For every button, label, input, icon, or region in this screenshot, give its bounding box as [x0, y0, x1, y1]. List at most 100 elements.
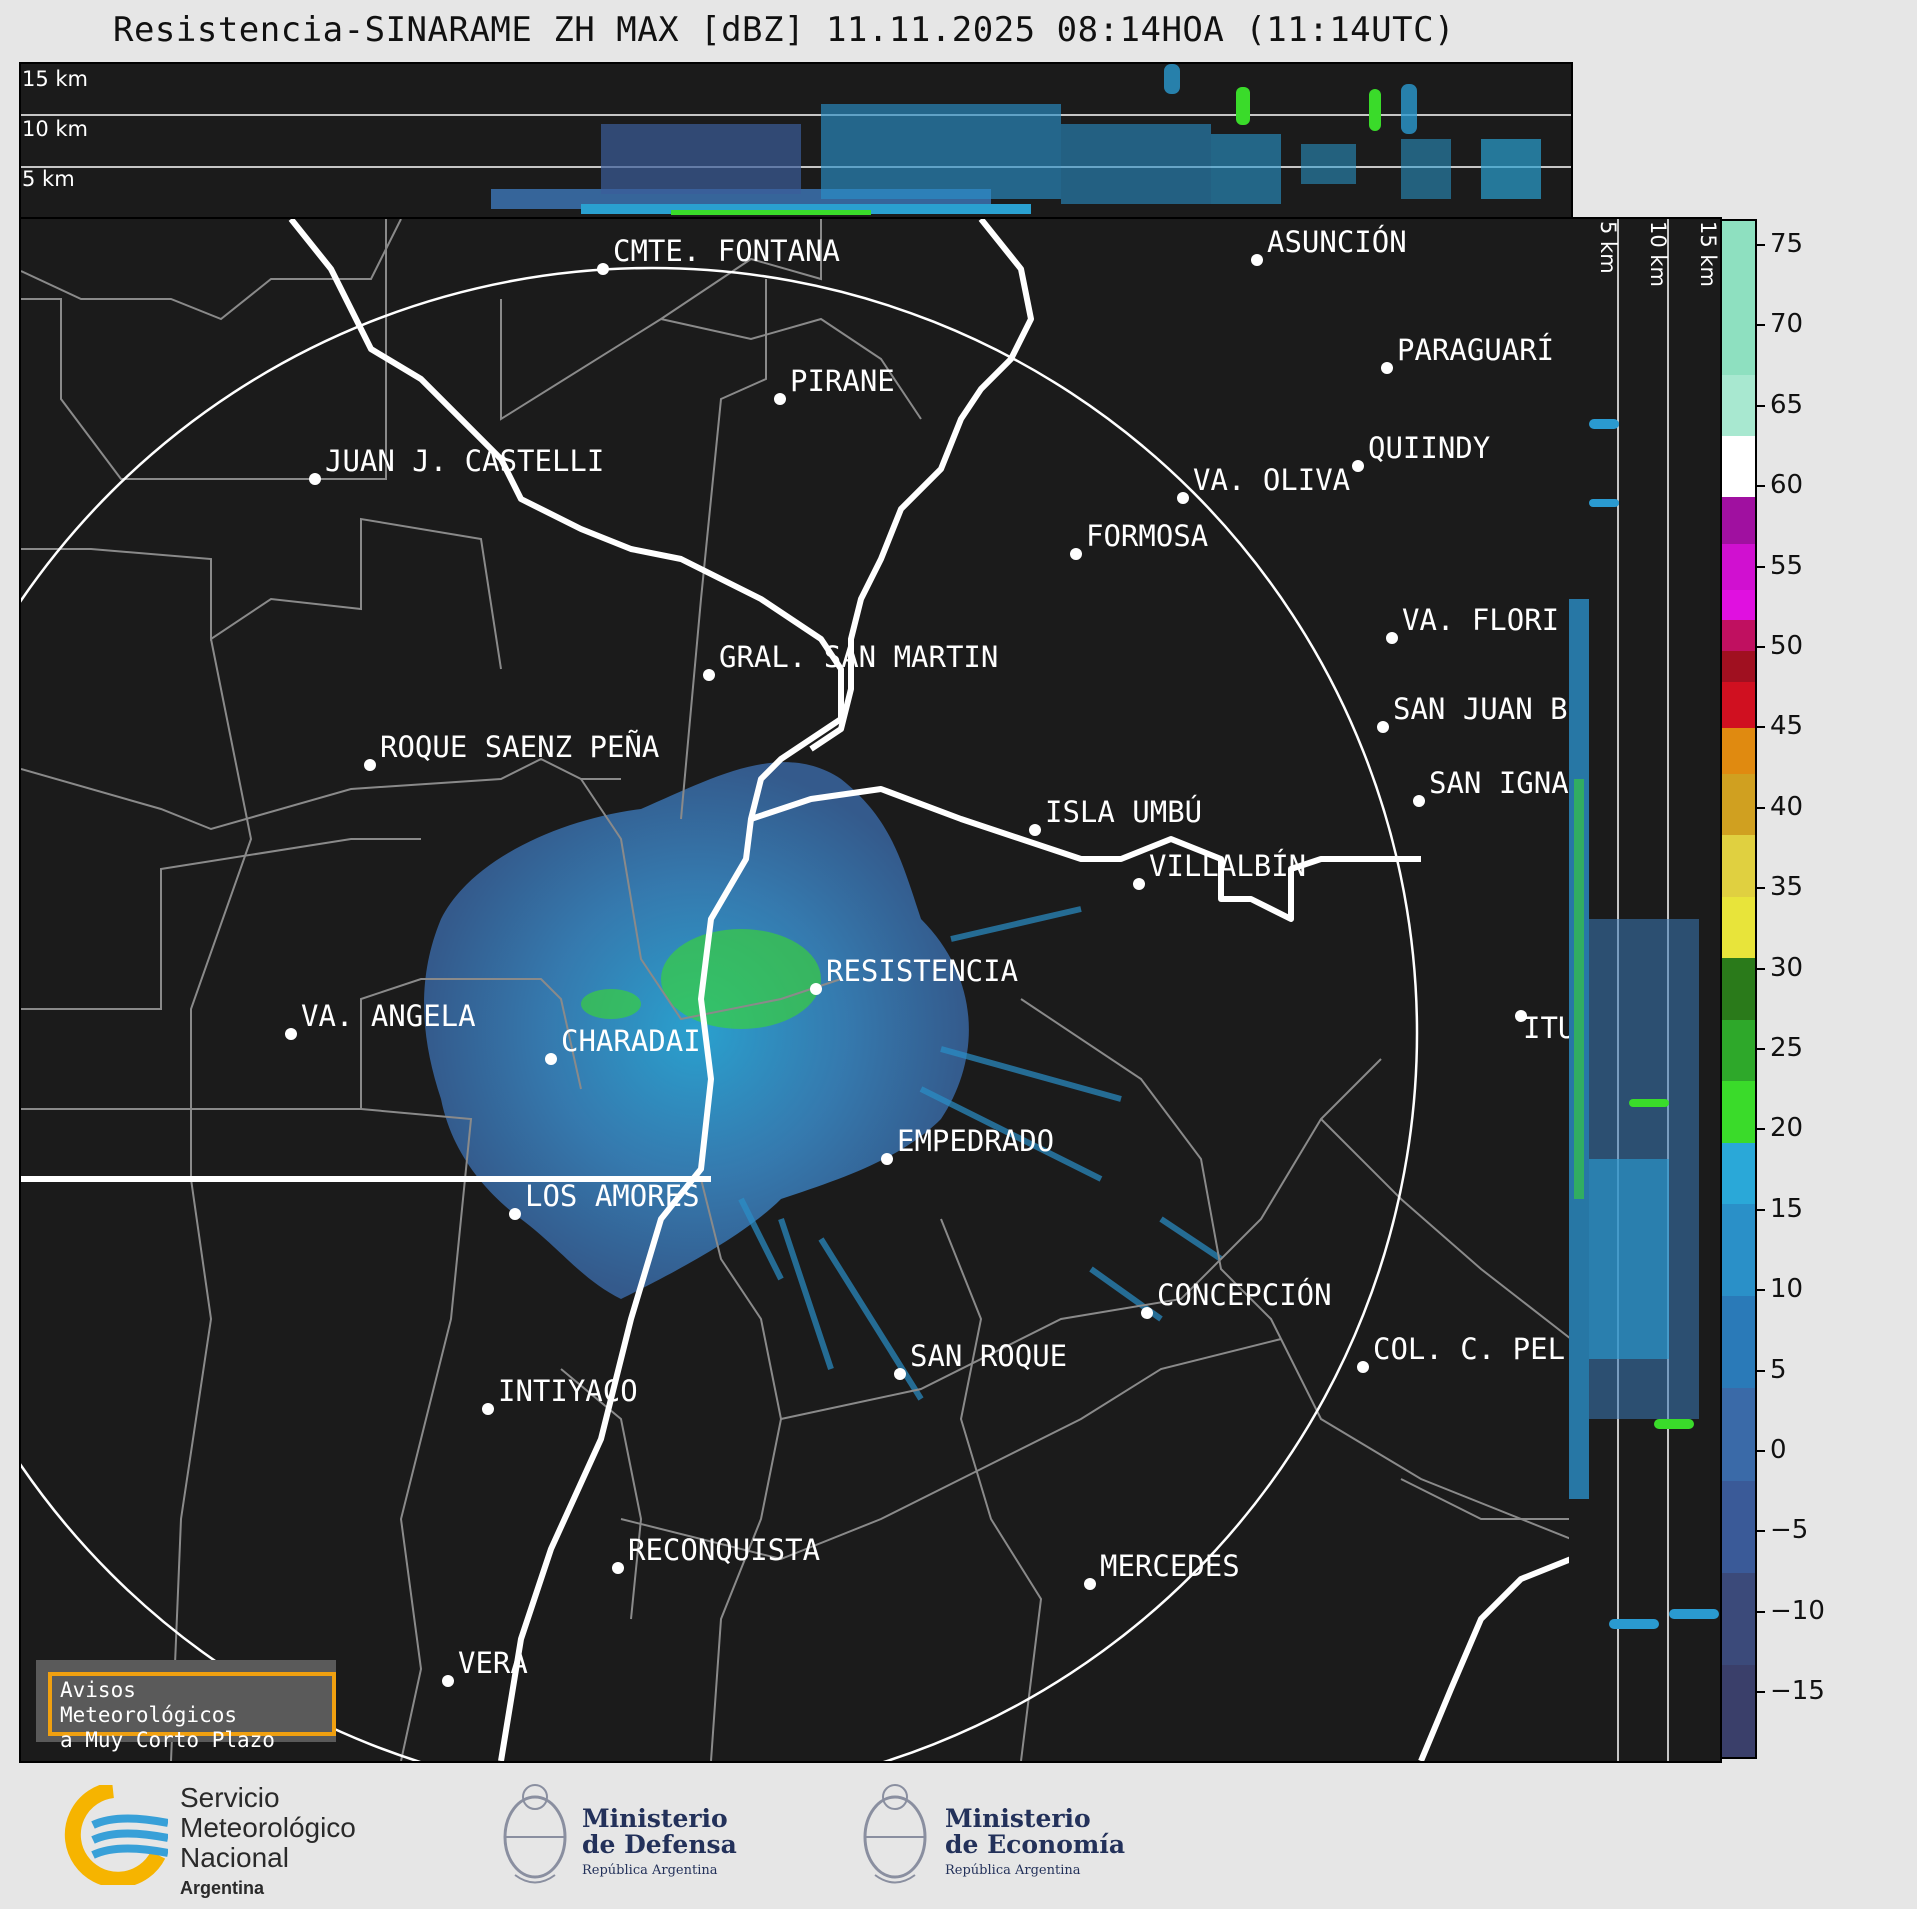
colorbar-tick-label: 25	[1770, 1033, 1804, 1063]
city-dot	[1352, 460, 1364, 472]
colorbar-segment	[1722, 651, 1755, 682]
city-dot	[894, 1368, 906, 1380]
colorbar-segment	[1722, 589, 1755, 621]
colorbar-tick-label: 55	[1770, 550, 1804, 581]
colorbar-segment	[1722, 620, 1755, 652]
city-dot	[1133, 878, 1145, 890]
smn-line3: Nacional	[180, 1842, 289, 1873]
colorbar-segment	[1722, 1664, 1755, 1757]
colorbar-segment	[1722, 727, 1755, 774]
city-marker: SAN ROQUE	[894, 1339, 1067, 1380]
colorbar-segment	[1722, 497, 1755, 544]
city-marker: CMTE. FONTANA	[597, 234, 840, 275]
side-alt-15km: 15 km	[1696, 221, 1720, 287]
city-label: JUAN J. CASTELLI	[325, 444, 604, 478]
city-dot	[1177, 492, 1189, 504]
colorbar-tick-label: 10	[1770, 1274, 1804, 1305]
city-label: ITU	[1523, 1011, 1571, 1045]
colorbar-tick	[1757, 324, 1765, 327]
colorbar-tick-label: 65	[1770, 389, 1804, 420]
city-marker: VA. FLORI	[1386, 603, 1559, 644]
side-alt-10km: 10 km	[1646, 221, 1670, 287]
city-label: EMPEDRADO	[897, 1124, 1054, 1158]
city-marker: FORMOSA	[1070, 519, 1208, 560]
city-label: VILLALBÍN	[1149, 849, 1306, 883]
city-label: RESISTENCIA	[826, 954, 1018, 988]
colorbar-tick	[1757, 1208, 1765, 1211]
city-dot	[1413, 795, 1425, 807]
avisos-badge: Avisos Meteorológicos a Muy Corto Plazo	[36, 1660, 336, 1752]
city-label: PARAGUARÍ	[1397, 333, 1554, 367]
city-marker: PIRANE	[774, 364, 895, 405]
side-cross-section-panel: 5 km 10 km 15 km	[1569, 217, 1722, 1763]
city-marker: ITU	[1515, 1010, 1571, 1045]
city-marker: CONCEPCIÓN	[1141, 1278, 1332, 1319]
colorbar-tick-label: 50	[1770, 631, 1804, 661]
colorbar-tick	[1757, 565, 1765, 568]
colorbar-segment	[1722, 1480, 1755, 1573]
colorbar-tick	[1757, 1289, 1765, 1292]
city-marker: EMPEDRADO	[881, 1124, 1054, 1165]
colorbar-segment	[1722, 1081, 1755, 1143]
economia-line1: Ministerio	[945, 1804, 1091, 1833]
colorbar-segment	[1722, 1204, 1755, 1297]
city-label: SAN IGNA	[1429, 766, 1569, 800]
city-dot	[545, 1053, 557, 1065]
city-dot	[703, 669, 715, 681]
city-dot	[1386, 632, 1398, 644]
city-marker: GRAL. SAN MARTIN	[703, 640, 998, 681]
city-label: GRAL. SAN MARTIN	[719, 640, 998, 674]
colorbar-tick-label: 45	[1770, 711, 1804, 742]
city-marker: QUIINDY	[1352, 431, 1490, 472]
city-label: MERCEDES	[1100, 1549, 1240, 1583]
colorbar-tick-label: −15	[1770, 1676, 1825, 1707]
smn-logo-icon	[58, 1782, 169, 1889]
defensa-text: Ministerio de Defensa República Argentin…	[582, 1806, 737, 1884]
colorbar-tick	[1757, 244, 1765, 246]
colorbar-tick	[1757, 1691, 1765, 1694]
city-label: SAN JUAN B	[1393, 692, 1568, 726]
map-title: Resistencia-SINARAME ZH MAX [dBZ] 11.11.…	[112, 10, 1456, 50]
economia-seal-icon	[855, 1775, 935, 1899]
colorbar-segment	[1722, 896, 1755, 959]
city-marker: RESISTENCIA	[810, 954, 1018, 995]
smn-line4: Argentina	[180, 1878, 265, 1898]
colorbar-segment	[1722, 436, 1755, 498]
smn-logo-text: Servicio Meteorológico Nacional Argentin…	[180, 1783, 356, 1903]
colorbar-segment	[1722, 1019, 1755, 1082]
colorbar-tick-label: 30	[1770, 952, 1804, 983]
colorbar-tick-label: 15	[1770, 1193, 1804, 1224]
city-marker: RECONQUISTA	[612, 1533, 820, 1574]
avisos-line1: Avisos Meteorológicos	[60, 1678, 238, 1727]
city-dot	[612, 1562, 624, 1574]
top-alt-10km: 10 km	[22, 117, 88, 141]
colorbar-tick	[1757, 1530, 1765, 1533]
colorbar-tick-label: 5	[1770, 1354, 1787, 1385]
city-label: PIRANE	[790, 364, 895, 398]
city-dot	[442, 1675, 454, 1687]
smn-line2: Meteorológico	[180, 1812, 356, 1843]
defensa-line3: República Argentina	[582, 1863, 718, 1878]
city-dot	[1381, 362, 1393, 374]
city-label: FORMOSA	[1086, 519, 1208, 553]
city-marker: ROQUE SAENZ PEÑA	[364, 730, 659, 771]
city-label: ROQUE SAENZ PEÑA	[380, 730, 659, 764]
top-cross-section-echoes	[491, 64, 1541, 215]
colorbar-segment	[1722, 221, 1755, 375]
colorbar-tick	[1757, 1048, 1765, 1050]
city-dot	[1070, 548, 1082, 560]
city-dot	[482, 1403, 494, 1415]
colorbar-segment	[1722, 681, 1755, 728]
colorbar-segment	[1722, 773, 1755, 836]
city-marker: ISLA UMBÚ	[1029, 795, 1202, 836]
colorbar-tick-label: 20	[1770, 1113, 1804, 1144]
colorbar-segment	[1722, 1296, 1755, 1389]
city-marker: SAN JUAN B	[1377, 692, 1568, 733]
colorbar-tick-label: −10	[1770, 1595, 1825, 1626]
city-dot	[1084, 1578, 1096, 1590]
colorbar-tick	[1757, 726, 1765, 729]
river-borders	[21, 219, 1571, 1761]
colorbar-tick	[1757, 485, 1765, 488]
city-dot	[364, 759, 376, 771]
city-label: CMTE. FONTANA	[613, 234, 840, 268]
